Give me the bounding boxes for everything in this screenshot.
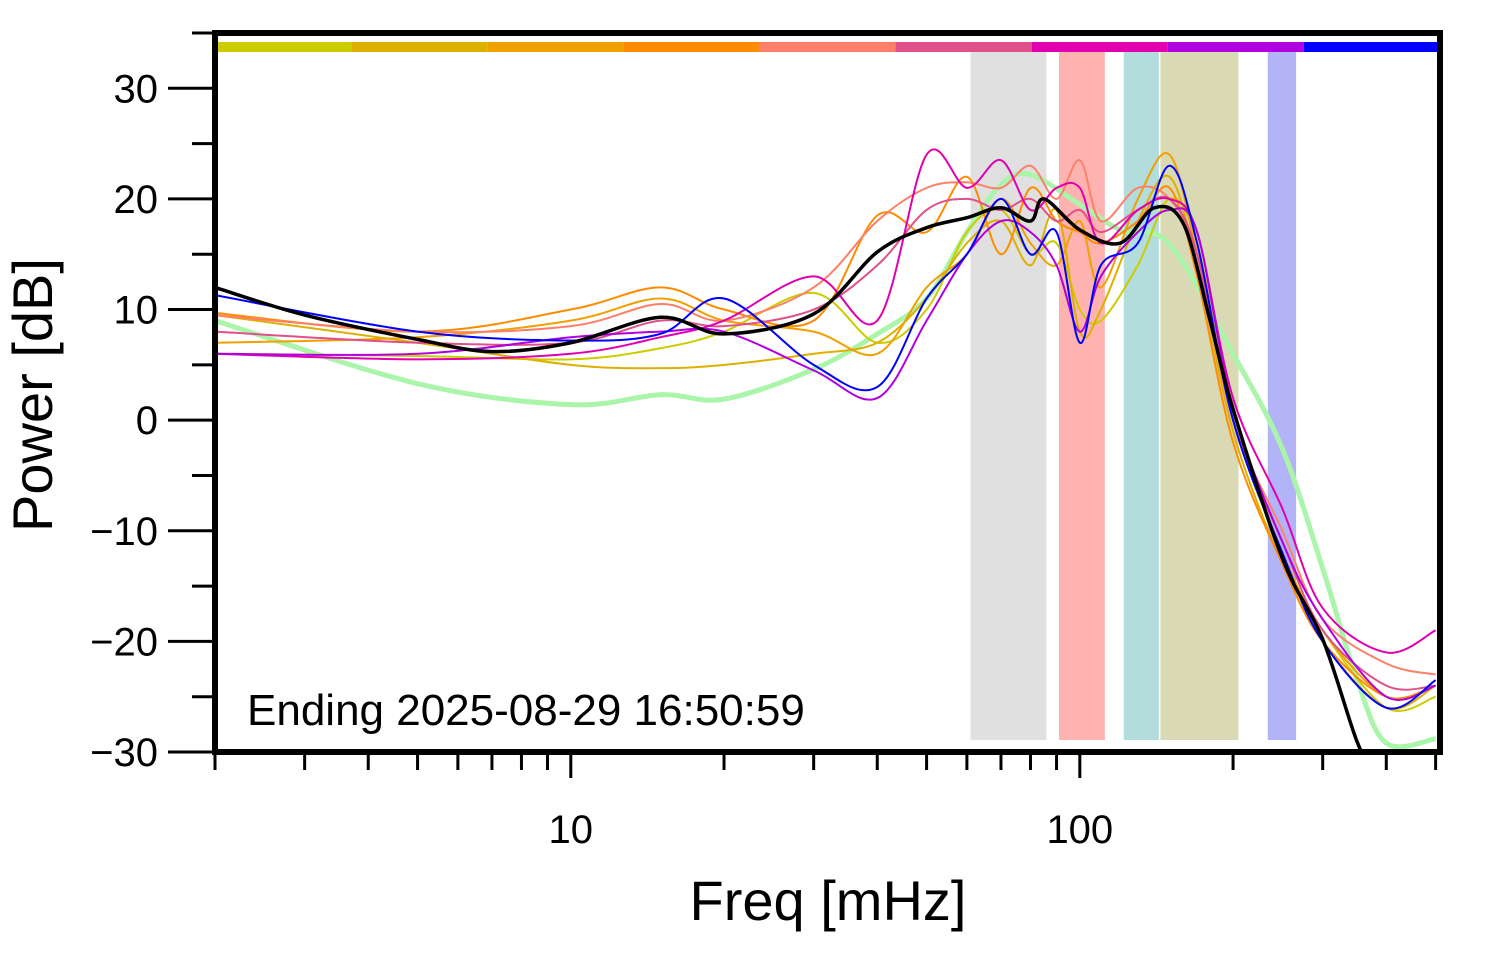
series-lines <box>215 148 1437 752</box>
color-bar-segment <box>895 42 1032 52</box>
y-tick-label: −20 <box>90 620 158 664</box>
color-bar-segment <box>351 42 488 52</box>
y-tick-label: 10 <box>114 289 159 333</box>
color-bar-segment <box>1303 42 1440 52</box>
frequency-band <box>970 52 1047 740</box>
frequency-bands <box>970 52 1297 740</box>
y-axis-label: Power [dB] <box>1 258 64 532</box>
x-tick-label: 10 <box>549 808 594 852</box>
y-tick-label: −10 <box>90 510 158 554</box>
series-line <box>215 207 1436 701</box>
color-bar <box>215 42 1440 52</box>
series-line <box>215 148 1437 654</box>
x-axis-label: Freq [mHz] <box>690 869 967 932</box>
annotation-ending-time: Ending 2025-08-29 16:50:59 <box>247 686 805 735</box>
series-line <box>215 195 1436 691</box>
y-axis: 30 20 10 0 −10 −20 −30 <box>90 31 215 775</box>
x-axis: 10 100 <box>213 752 1438 852</box>
reference-series-line <box>215 170 1437 750</box>
color-bar-segment <box>623 42 760 52</box>
color-bar-segment <box>759 42 896 52</box>
y-tick-label: 20 <box>114 178 159 222</box>
y-tick-label: 0 <box>136 399 158 443</box>
plot-frame <box>212 30 1443 755</box>
x-tick-label: 100 <box>1046 808 1113 852</box>
series-line <box>215 174 1437 711</box>
series-line <box>215 159 1436 676</box>
y-tick-label: 30 <box>114 67 159 111</box>
series-line <box>215 164 1437 710</box>
series-line <box>215 175 1436 700</box>
frequency-band <box>1123 52 1159 740</box>
color-bar-segment <box>215 42 352 52</box>
frequency-band <box>1267 52 1297 740</box>
y-tick-label: −30 <box>90 731 158 775</box>
frequency-band <box>1058 52 1105 740</box>
color-bar-segment <box>1031 42 1168 52</box>
series-line <box>215 152 1436 701</box>
series-line <box>215 197 1436 712</box>
mean-series-line <box>215 197 1364 752</box>
color-bar-segment <box>487 42 624 52</box>
color-bar-segment <box>1167 42 1304 52</box>
